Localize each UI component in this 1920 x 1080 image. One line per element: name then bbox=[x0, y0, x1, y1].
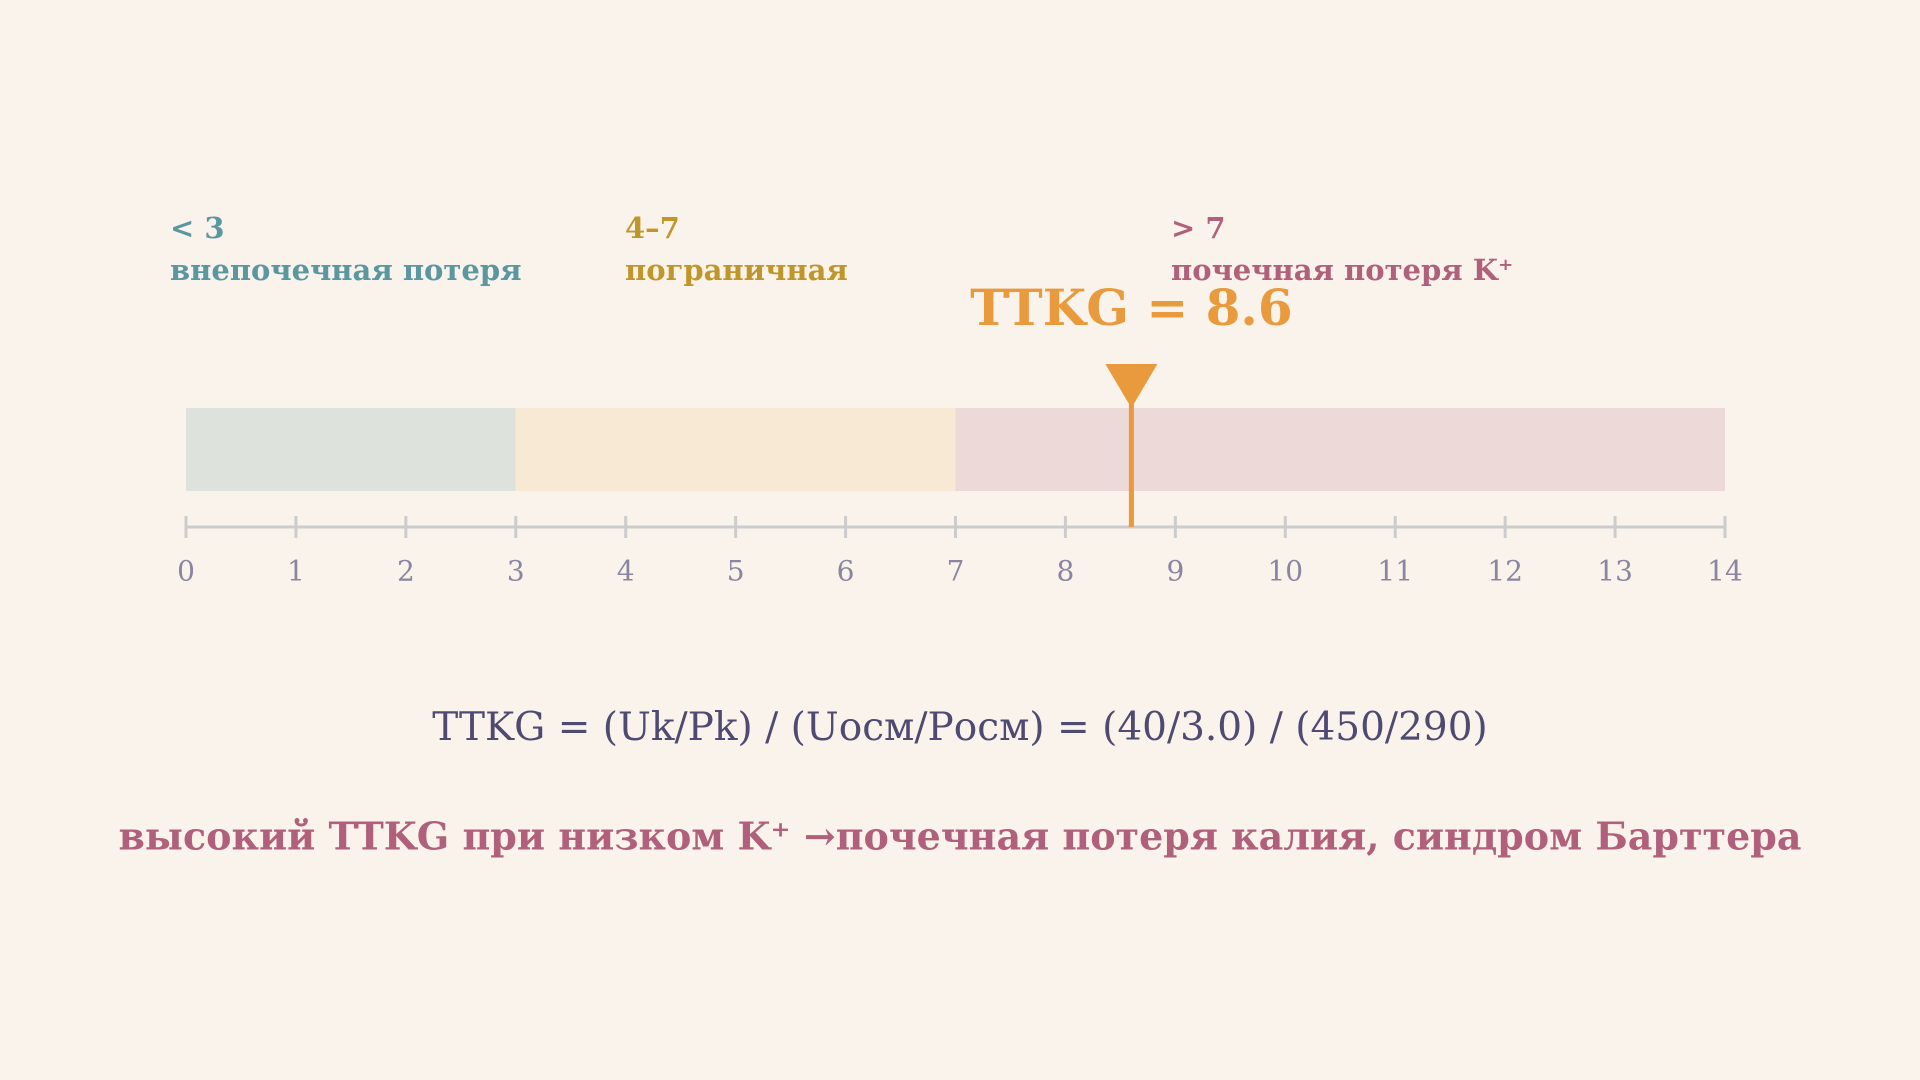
x-tick-label: 8 bbox=[1057, 555, 1075, 588]
zone-band bbox=[186, 408, 516, 491]
x-tick-label: 7 bbox=[947, 555, 965, 588]
zone-range: < 3 bbox=[170, 211, 225, 245]
x-tick-label: 11 bbox=[1377, 555, 1413, 588]
conclusion: высокий TTKG при низком K⁺ →почечная пот… bbox=[119, 814, 1802, 859]
marker-triangle bbox=[1105, 364, 1158, 408]
x-tick-label: 0 bbox=[177, 555, 195, 588]
zone-band bbox=[515, 408, 956, 491]
x-tick-label: 5 bbox=[727, 555, 745, 588]
x-tick-label: 14 bbox=[1707, 555, 1743, 588]
zone-label: внепочечная потеря bbox=[170, 253, 522, 287]
zone-range: > 7 bbox=[1171, 211, 1226, 245]
zone-band bbox=[955, 408, 1725, 491]
x-tick-label: 6 bbox=[837, 555, 855, 588]
formula: TTKG = (Uk/Pk) / (Uосм/Pосм) = (40/3.0) … bbox=[432, 705, 1487, 750]
zone-range: 4–7 bbox=[625, 211, 680, 245]
marker-label: TTKG = 8.6 bbox=[970, 278, 1293, 337]
x-tick-label: 4 bbox=[617, 555, 635, 588]
x-tick-label: 3 bbox=[507, 555, 525, 588]
x-tick-label: 12 bbox=[1487, 555, 1523, 588]
x-tick-label: 10 bbox=[1267, 555, 1303, 588]
x-tick-label: 1 bbox=[287, 555, 305, 588]
zone-label: пограничная bbox=[625, 253, 848, 287]
x-tick-label: 2 bbox=[397, 555, 415, 588]
zone-label: почечная потеря K⁺ bbox=[1171, 253, 1513, 287]
x-tick-label: 9 bbox=[1166, 555, 1184, 588]
x-tick-label: 13 bbox=[1597, 555, 1633, 588]
